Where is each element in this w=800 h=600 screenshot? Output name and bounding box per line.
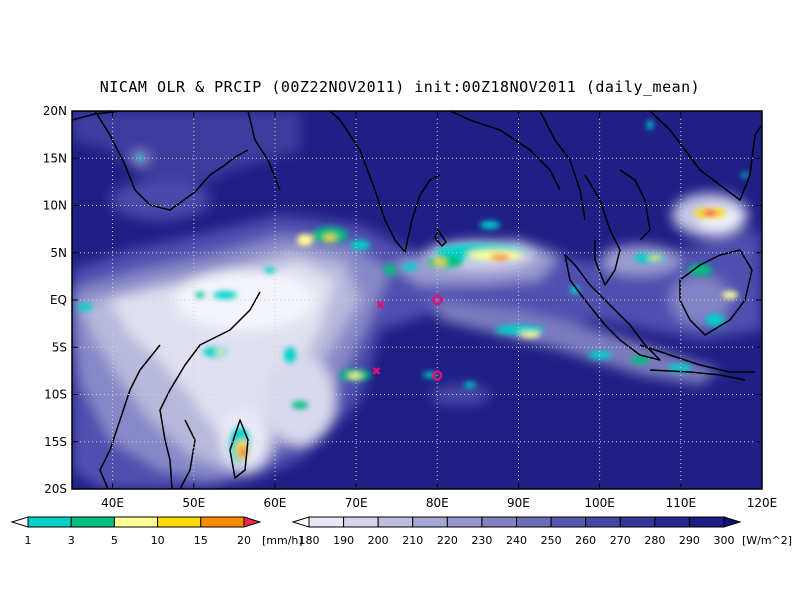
lon-tick-label: 70E (345, 496, 368, 510)
lon-tick-label: 110E (666, 496, 697, 510)
map-axes: 40E 50E 60E 70E 80E 90E 100E 110E 120E 20N 15N 10N 5… (43, 104, 778, 510)
colorbar-unit: [W/m^2] (742, 534, 792, 547)
colorbar-swatch (412, 516, 448, 528)
colorbar-label: 210 (402, 534, 423, 547)
lon-tick-label: 60E (264, 496, 287, 510)
colorbar-label: 10 (151, 534, 165, 547)
lat-tick-label: 10S (44, 388, 67, 402)
lat-lon-grid (72, 111, 762, 489)
colorbar-end-high (243, 516, 262, 528)
colorbar-swatch (481, 516, 517, 528)
colorbar-label: 15 (194, 534, 208, 547)
storm-marker-circle (432, 370, 443, 381)
colorbar-label: 190 (333, 534, 354, 547)
colorbar-label: 220 (437, 534, 458, 547)
colorbar-swatch (446, 516, 483, 528)
map-title: NICAM OLR & PRCIP (00Z22NOV2011) init:00… (99, 78, 701, 96)
colorbar-swatch (27, 516, 72, 528)
colorbar-label: 200 (368, 534, 389, 547)
colorbar-swatch (688, 516, 725, 528)
colorbar-end-low (291, 516, 310, 528)
colorbar-label: 3 (68, 534, 75, 547)
colorbar-swatch (550, 516, 587, 528)
colorbar-label: 260 (575, 534, 596, 547)
colorbar-swatch (200, 516, 245, 528)
storm-marker-x (376, 300, 385, 309)
colorbar-unit: [mm/h] (262, 534, 303, 547)
lat-tick-label: EQ (50, 293, 67, 307)
lat-tick-label: 10N (43, 199, 67, 213)
colorbar-swatch (654, 516, 690, 528)
lon-tick-label: 50E (182, 496, 205, 510)
lon-tick-label: 80E (426, 496, 449, 510)
colorbar-swatch (113, 516, 159, 528)
colorbar-label: 280 (644, 534, 665, 547)
colorbar-label: 20 (237, 534, 251, 547)
colorbar-swatch (308, 516, 345, 528)
colorbar-swatch (70, 516, 115, 528)
storm-marker-circle (432, 294, 443, 306)
storm-marker-x (372, 366, 381, 375)
colorbar-label: 290 (679, 534, 700, 547)
colorbar-label: 270 (610, 534, 631, 547)
lat-tick-label: 20S (44, 482, 67, 496)
precip-field (77, 120, 748, 463)
colorbar-swatch (585, 516, 621, 528)
storm-markers (372, 294, 443, 381)
colorbar-swatch (343, 516, 379, 528)
precip-colorbar: 1 3 5 10 15 20 [mm/h] (10, 516, 303, 547)
lat-tick-label: 15S (44, 435, 67, 449)
colorbar-swatch (516, 516, 552, 528)
colorbar-label: 180 (299, 534, 320, 547)
olr-colorbar: 180 190 200 210 220 230 240 250 260 270 280 290 300 [… (291, 516, 792, 547)
colorbar-label: 230 (471, 534, 492, 547)
coastlines (72, 111, 762, 489)
lat-tick-label: 20N (43, 104, 67, 118)
lon-tick-label: 120E (747, 496, 778, 510)
colorbar-end-high (723, 516, 742, 528)
colorbar-end-low (10, 516, 29, 528)
colorbar-label: 240 (506, 534, 527, 547)
colorbar-label: 5 (111, 534, 118, 547)
colorbar-label: 300 (714, 534, 735, 547)
lat-tick-label: 15N (43, 151, 67, 165)
lon-tick-label: 40E (101, 496, 124, 510)
colorbar-label: 1 (25, 534, 32, 547)
colorbar-label: 250 (541, 534, 562, 547)
colorbar-swatch (619, 516, 656, 528)
colorbar-swatch (157, 516, 202, 528)
lon-tick-label: 90E (507, 496, 530, 510)
colorbar-swatch (377, 516, 414, 528)
lat-tick-label: 5N (50, 246, 67, 260)
lat-tick-label: 5S (52, 340, 67, 354)
lon-tick-label: 100E (584, 496, 615, 510)
